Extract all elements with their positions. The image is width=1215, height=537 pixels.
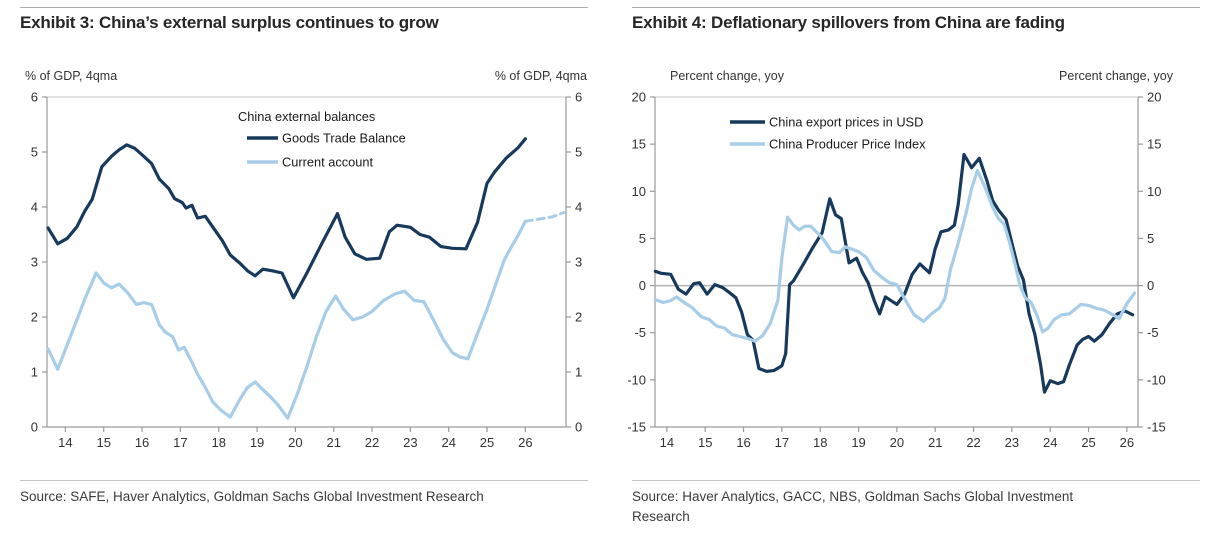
svg-text:China Producer Price Index: China Producer Price Index <box>769 137 926 152</box>
svg-text:5: 5 <box>1147 231 1154 246</box>
svg-text:4: 4 <box>31 200 38 215</box>
svg-text:19: 19 <box>250 435 264 450</box>
svg-text:21: 21 <box>326 435 340 450</box>
svg-text:18: 18 <box>813 435 827 450</box>
svg-text:25: 25 <box>1081 435 1095 450</box>
series-china-export-prices-in-usd <box>653 152 1135 394</box>
svg-text:23: 23 <box>403 435 417 450</box>
exhibit-3-top-rule <box>20 7 588 8</box>
svg-text:15: 15 <box>632 137 646 152</box>
svg-text:1: 1 <box>575 365 582 380</box>
svg-text:6: 6 <box>31 90 38 105</box>
svg-text:20: 20 <box>1147 90 1161 105</box>
svg-text:4: 4 <box>575 200 582 215</box>
svg-text:2: 2 <box>575 310 582 325</box>
svg-text:5: 5 <box>575 145 582 160</box>
svg-text:% of GDP, 4qma: % of GDP, 4qma <box>495 69 587 83</box>
svg-text:26: 26 <box>1120 435 1134 450</box>
svg-text:5: 5 <box>639 231 646 246</box>
exhibit-3-title: Exhibit 3: China’s external surplus cont… <box>20 13 439 32</box>
svg-text:18: 18 <box>211 435 225 450</box>
svg-text:China export prices in USD: China export prices in USD <box>769 115 923 130</box>
svg-text:19: 19 <box>851 435 865 450</box>
svg-text:14: 14 <box>660 435 674 450</box>
exhibit-4-top-rule <box>632 7 1200 8</box>
svg-text:17: 17 <box>173 435 187 450</box>
exhibit-4-title: Exhibit 4: Deflationary spillovers from … <box>632 13 1065 32</box>
svg-text:0: 0 <box>639 278 646 293</box>
svg-text:26: 26 <box>518 435 532 450</box>
exhibit-3-panel: Exhibit 3: China’s external surplus cont… <box>20 0 588 537</box>
svg-text:% of GDP, 4qma: % of GDP, 4qma <box>25 69 117 83</box>
svg-text:10: 10 <box>632 184 646 199</box>
svg-text:0: 0 <box>575 420 582 435</box>
svg-text:20: 20 <box>890 435 904 450</box>
svg-text:6: 6 <box>575 90 582 105</box>
svg-text:20: 20 <box>632 90 646 105</box>
exhibit-4-source: Source: Haver Analytics, GACC, NBS, Gold… <box>632 489 1074 524</box>
series-china-producer-price-index <box>653 168 1137 343</box>
series-goods-trade-balance <box>46 137 527 300</box>
svg-text:Percent change, yoy: Percent change, yoy <box>670 69 785 83</box>
series-current-account-forecast <box>523 211 566 223</box>
exhibit-4-source-rule <box>632 480 1200 481</box>
svg-text:21: 21 <box>928 435 942 450</box>
svg-text:15: 15 <box>698 435 712 450</box>
svg-text:24: 24 <box>441 435 455 450</box>
svg-text:-10: -10 <box>627 372 646 387</box>
exhibit-3-source-rule <box>20 480 588 481</box>
exhibit-3-source: Source: SAFE, Haver Analytics, Goldman S… <box>20 489 484 504</box>
svg-text:-5: -5 <box>1147 325 1159 340</box>
svg-text:Percent change, yoy: Percent change, yoy <box>1059 69 1174 83</box>
svg-text:5: 5 <box>31 145 38 160</box>
svg-text:16: 16 <box>135 435 149 450</box>
exhibit-4-panel: Exhibit 4: Deflationary spillovers from … <box>627 0 1200 537</box>
svg-text:15: 15 <box>96 435 110 450</box>
svg-text:25: 25 <box>480 435 494 450</box>
svg-text:20: 20 <box>288 435 302 450</box>
svg-text:China external balances: China external balances <box>238 109 375 124</box>
svg-text:0: 0 <box>31 420 38 435</box>
exhibit-3-chart: 0 01 12 23 34 45 56 614 15 16 17 18 19 20 21 22 23 24 25 26… <box>25 69 587 450</box>
svg-text:3: 3 <box>575 255 582 270</box>
svg-text:-15: -15 <box>1147 420 1166 435</box>
svg-text:1: 1 <box>31 365 38 380</box>
exhibit-4-chart: -15 -15 -10 -10 -5 -5 0 0 5 5 10 10 15 15 20 20 14 15 16 17… <box>627 69 1174 450</box>
svg-text:17: 17 <box>775 435 789 450</box>
svg-text:Goods Trade Balance: Goods Trade Balance <box>282 131 406 146</box>
svg-text:15: 15 <box>1147 137 1161 152</box>
svg-text:Current account: Current account <box>282 155 373 170</box>
svg-text:2: 2 <box>31 310 38 325</box>
svg-text:14: 14 <box>58 435 72 450</box>
svg-text:-15: -15 <box>627 420 646 435</box>
svg-text:22: 22 <box>966 435 980 450</box>
svg-text:24: 24 <box>1043 435 1057 450</box>
svg-text:3: 3 <box>31 255 38 270</box>
svg-text:10: 10 <box>1147 184 1161 199</box>
svg-text:16: 16 <box>736 435 750 450</box>
svg-text:22: 22 <box>365 435 379 450</box>
series-current-account <box>46 219 527 420</box>
svg-text:0: 0 <box>1147 278 1154 293</box>
svg-text:-10: -10 <box>1147 372 1166 387</box>
svg-text:23: 23 <box>1005 435 1019 450</box>
svg-text:-5: -5 <box>634 325 646 340</box>
